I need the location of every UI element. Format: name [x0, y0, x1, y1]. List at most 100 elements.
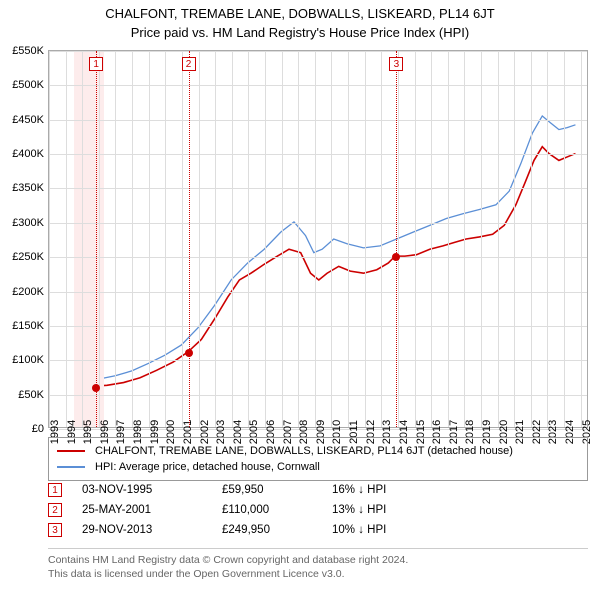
- grid-line-h: [49, 360, 587, 361]
- legend-swatch: [57, 450, 85, 452]
- event-price: £59,950: [222, 484, 332, 496]
- y-tick-label: £550K: [12, 45, 44, 57]
- title-address: CHALFONT, TREMABE LANE, DOBWALLS, LISKEA…: [0, 6, 600, 21]
- grid-line-v: [514, 51, 515, 427]
- legend-row: HPI: Average price, detached house, Corn…: [57, 459, 579, 475]
- event-marker: 3: [48, 523, 62, 537]
- legend-swatch: [57, 466, 85, 468]
- y-tick-label: £300K: [12, 217, 44, 229]
- y-tick-label: £250K: [12, 251, 44, 263]
- grid-line-v: [82, 51, 83, 427]
- grid-line-h: [49, 223, 587, 224]
- plot-region: £0£50K£100K£150K£200K£250K£300K£350K£400…: [48, 50, 588, 428]
- event-date: 03-NOV-1995: [82, 484, 222, 496]
- y-tick-label: £150K: [12, 320, 44, 332]
- grid-line-v: [99, 51, 100, 427]
- footer-line1: Contains HM Land Registry data © Crown c…: [48, 553, 588, 567]
- grid-line-v: [165, 51, 166, 427]
- title-block: CHALFONT, TREMABE LANE, DOBWALLS, LISKEA…: [0, 0, 600, 42]
- sale-point: [92, 384, 100, 392]
- event-delta: 16% ↓ HPI: [332, 484, 452, 496]
- sale-point: [185, 349, 193, 357]
- y-tick-label: £500K: [12, 79, 44, 91]
- grid-line-v: [581, 51, 582, 427]
- grid-line-v: [282, 51, 283, 427]
- grid-line-v: [481, 51, 482, 427]
- footer-line2: This data is licensed under the Open Gov…: [48, 567, 588, 581]
- line-series: [49, 51, 587, 427]
- event-date: 25-MAY-2001: [82, 504, 222, 516]
- grid-line-v: [265, 51, 266, 427]
- grid-line-h: [49, 120, 587, 121]
- grid-line-v: [547, 51, 548, 427]
- legend-label: HPI: Average price, detached house, Corn…: [95, 461, 320, 473]
- grid-line-v: [448, 51, 449, 427]
- event-date: 29-NOV-2013: [82, 524, 222, 536]
- grid-line-v: [531, 51, 532, 427]
- grid-line-v: [431, 51, 432, 427]
- legend-label: CHALFONT, TREMABE LANE, DOBWALLS, LISKEA…: [95, 445, 513, 457]
- grid-line-h: [49, 326, 587, 327]
- footer: Contains HM Land Registry data © Crown c…: [48, 548, 588, 581]
- grid-line-v: [398, 51, 399, 427]
- event-box-marker: 3: [389, 57, 403, 71]
- grid-line-v: [365, 51, 366, 427]
- event-box-marker: 1: [89, 57, 103, 71]
- grid-line-h: [49, 85, 587, 86]
- chart-container: CHALFONT, TREMABE LANE, DOBWALLS, LISKEA…: [0, 0, 600, 590]
- y-tick-label: £350K: [12, 182, 44, 194]
- event-marker: 1: [48, 483, 62, 497]
- event-row: 2 25-MAY-2001£110,00013% ↓ HPI: [48, 500, 588, 520]
- grid-line-v: [149, 51, 150, 427]
- event-line: [96, 51, 97, 427]
- series-property: [82, 147, 575, 388]
- y-tick-label: £100K: [12, 354, 44, 366]
- grid-line-v: [232, 51, 233, 427]
- grid-line-v: [49, 51, 50, 427]
- grid-line-h: [49, 292, 587, 293]
- grid-line-v: [464, 51, 465, 427]
- legend-row: CHALFONT, TREMABE LANE, DOBWALLS, LISKEA…: [57, 443, 579, 459]
- grid-line-v: [564, 51, 565, 427]
- grid-line-v: [132, 51, 133, 427]
- grid-line-v: [315, 51, 316, 427]
- grid-line-h: [49, 395, 587, 396]
- event-line: [396, 51, 397, 427]
- grid-line-v: [182, 51, 183, 427]
- title-subtitle: Price paid vs. HM Land Registry's House …: [0, 25, 600, 40]
- event-row: 1 03-NOV-1995£59,95016% ↓ HPI: [48, 480, 588, 500]
- sale-point: [392, 253, 400, 261]
- y-tick-label: £400K: [12, 148, 44, 160]
- y-tick-label: £450K: [12, 114, 44, 126]
- chart-area: £0£50K£100K£150K£200K£250K£300K£350K£400…: [48, 50, 588, 428]
- event-line: [189, 51, 190, 427]
- grid-line-v: [298, 51, 299, 427]
- event-delta: 10% ↓ HPI: [332, 524, 452, 536]
- event-delta: 13% ↓ HPI: [332, 504, 452, 516]
- grid-line-h: [49, 188, 587, 189]
- y-tick-label: £0: [32, 423, 44, 435]
- grid-line-v: [348, 51, 349, 427]
- event-row: 3 29-NOV-2013£249,95010% ↓ HPI: [48, 520, 588, 540]
- y-tick-label: £50K: [18, 389, 44, 401]
- event-price: £249,950: [222, 524, 332, 536]
- event-price: £110,000: [222, 504, 332, 516]
- series-hpi: [82, 116, 575, 381]
- events-table: 1 03-NOV-1995£59,95016% ↓ HPI 2 25-MAY-2001…: [48, 480, 588, 540]
- grid-line-h: [49, 51, 587, 52]
- grid-line-v: [381, 51, 382, 427]
- grid-line-v: [415, 51, 416, 427]
- grid-line-v: [248, 51, 249, 427]
- grid-line-v: [331, 51, 332, 427]
- grid-line-h: [49, 257, 587, 258]
- legend: CHALFONT, TREMABE LANE, DOBWALLS, LISKEA…: [48, 437, 588, 481]
- grid-line-v: [215, 51, 216, 427]
- grid-line-v: [498, 51, 499, 427]
- y-tick-label: £200K: [12, 286, 44, 298]
- grid-line-h: [49, 154, 587, 155]
- event-box-marker: 2: [182, 57, 196, 71]
- grid-line-v: [199, 51, 200, 427]
- grid-line-v: [115, 51, 116, 427]
- grid-line-v: [66, 51, 67, 427]
- event-marker: 2: [48, 503, 62, 517]
